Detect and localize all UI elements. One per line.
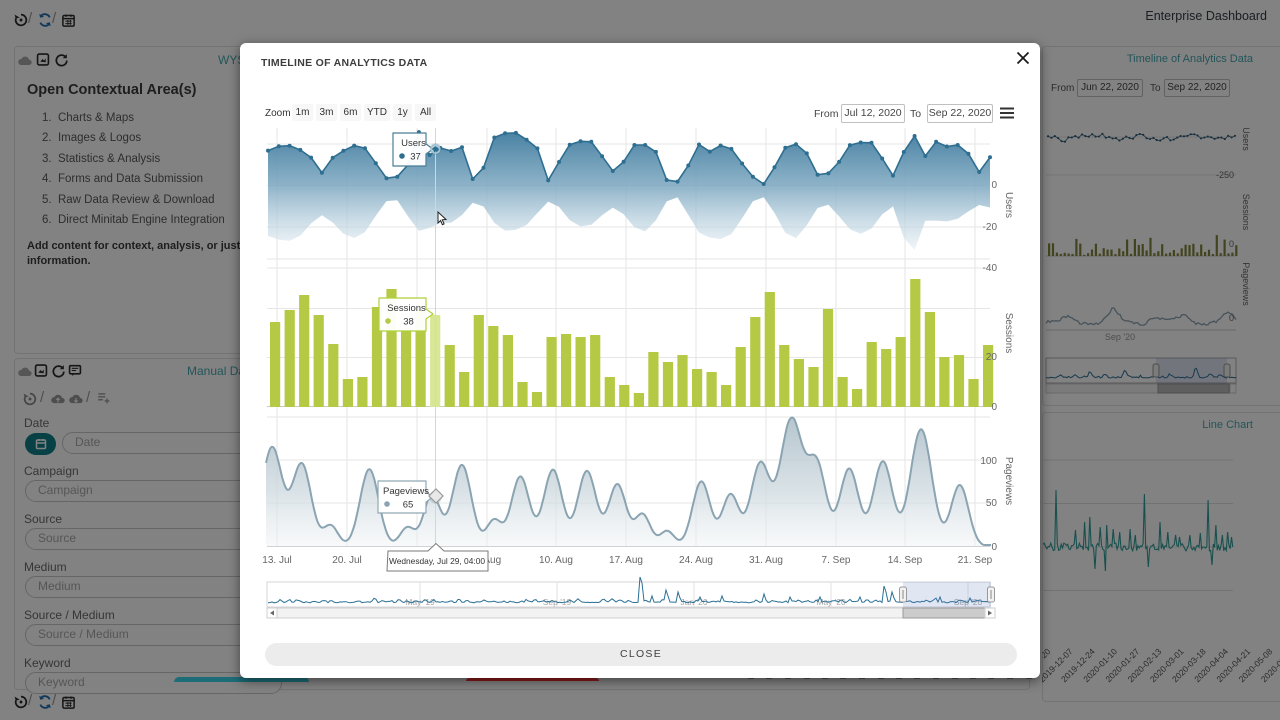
- svg-text:65: 65: [403, 500, 414, 511]
- svg-text:10. Aug: 10. Aug: [539, 555, 573, 566]
- svg-text:0: 0: [1229, 239, 1234, 249]
- svg-text:13. Jul: 13. Jul: [262, 555, 291, 566]
- svg-text:20: 20: [986, 352, 998, 363]
- svg-text:100: 100: [980, 456, 997, 467]
- svg-text:Users: Users: [1241, 127, 1251, 151]
- svg-text:7. Sep: 7. Sep: [822, 555, 851, 566]
- svg-text:24. Aug: 24. Aug: [679, 555, 713, 566]
- svg-text:0: 0: [1229, 313, 1234, 323]
- svg-text:Sessions: Sessions: [387, 303, 426, 314]
- svg-text:14. Sep: 14. Sep: [888, 555, 923, 566]
- svg-text:-20: -20: [983, 222, 998, 233]
- svg-text:Pageviews: Pageviews: [1241, 262, 1251, 306]
- svg-text:0: 0: [991, 542, 997, 553]
- svg-text:Sessions: Sessions: [1003, 313, 1014, 354]
- svg-text:Pageviews: Pageviews: [1003, 457, 1014, 505]
- svg-text:38: 38: [403, 317, 414, 328]
- svg-text:Users: Users: [1003, 192, 1014, 218]
- svg-text:17. Aug: 17. Aug: [609, 555, 643, 566]
- svg-text:May '20: May '20: [816, 597, 846, 607]
- svg-text:Pageviews: Pageviews: [383, 486, 429, 497]
- svg-text:20. Jul: 20. Jul: [332, 555, 361, 566]
- svg-text:50: 50: [986, 498, 998, 509]
- svg-text:37: 37: [410, 152, 421, 163]
- svg-text:31. Aug: 31. Aug: [749, 555, 783, 566]
- svg-text:Sessions: Sessions: [1241, 194, 1251, 231]
- svg-text:-40: -40: [983, 263, 998, 274]
- svg-text:0: 0: [991, 180, 997, 191]
- svg-text:0: 0: [991, 402, 997, 413]
- svg-text:Users: Users: [401, 138, 426, 149]
- svg-text:Sep '20: Sep '20: [1105, 332, 1135, 342]
- svg-text:Wednesday, Jul 29, 04:00: Wednesday, Jul 29, 04:00: [389, 556, 485, 566]
- svg-text:-250: -250: [1216, 170, 1234, 180]
- svg-text:21. Sep: 21. Sep: [958, 555, 993, 566]
